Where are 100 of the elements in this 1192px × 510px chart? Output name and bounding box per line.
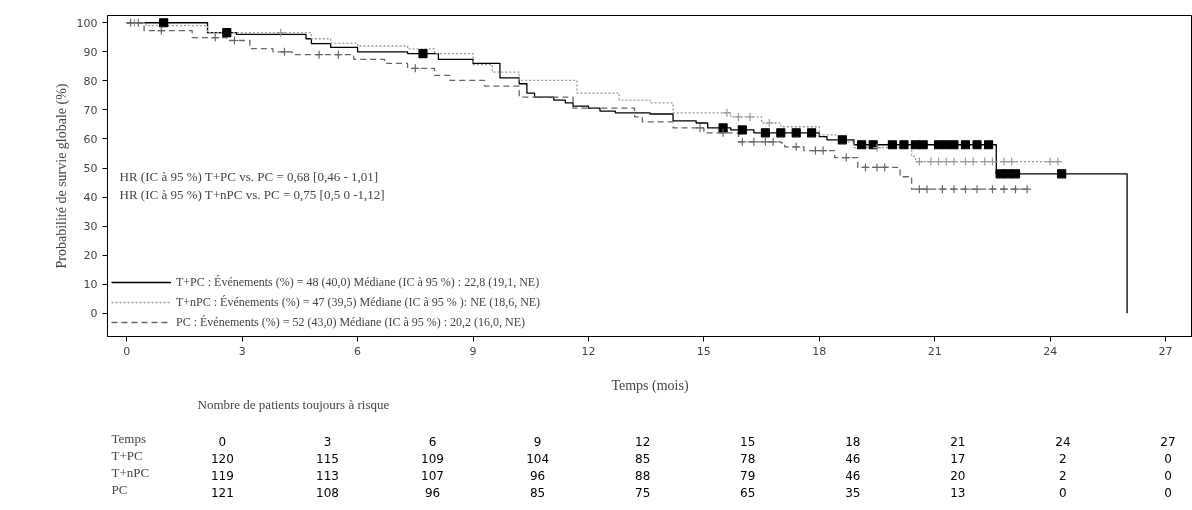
y-tick-label: 90 — [83, 45, 98, 59]
point — [760, 128, 771, 138]
legend-label: T+PC : Événements (%) = 48 (40,0) Médiane (IC à 95 %) : 22,8 (19,1, NE) — [176, 274, 540, 290]
text: 0 — [1059, 485, 1067, 500]
point — [983, 140, 994, 150]
text: 13 — [950, 485, 966, 500]
point — [159, 18, 169, 28]
text: T+nPC — [111, 464, 150, 480]
x-tick-label: 15 — [696, 344, 711, 358]
y-tick-label: 70 — [83, 103, 98, 117]
text: 18 — [845, 434, 861, 449]
text: PC — [111, 481, 128, 497]
text: 24 — [1055, 434, 1071, 449]
text: 35 — [845, 485, 861, 500]
point — [857, 140, 867, 150]
x-tick-label: 24 — [1043, 344, 1058, 358]
point — [818, 145, 828, 156]
x-tick-label: 3 — [238, 344, 246, 358]
text: 85 — [529, 485, 546, 500]
x-tick-label: 0 — [123, 344, 131, 358]
point — [695, 123, 705, 133]
text: 85 — [635, 451, 651, 466]
point — [776, 128, 786, 138]
y-tick-label: 60 — [83, 132, 98, 146]
point — [999, 157, 1009, 167]
text: 46 — [845, 451, 861, 466]
point — [949, 140, 959, 150]
text: 2 — [1059, 468, 1067, 483]
text: 75 — [635, 485, 651, 500]
x-axis-title: Temps (mois) — [611, 377, 689, 394]
x-tick-label: 9 — [469, 344, 477, 358]
text: 6 — [428, 434, 437, 449]
text: T+PC — [111, 447, 143, 463]
point — [949, 157, 959, 167]
annotation: HR (IC à 95 %) T+PC vs. PC = 0,68 [0,46 - 1,01] — [119, 168, 379, 184]
y-tick-label: 30 — [83, 220, 98, 234]
point — [972, 184, 982, 194]
x-tick-label: 18 — [812, 344, 827, 358]
y-tick-label: 20 — [83, 249, 98, 263]
text: 15 — [740, 434, 756, 449]
x-tick-label: 6 — [354, 344, 362, 358]
text: 104 — [526, 451, 550, 466]
text: 0 — [1164, 485, 1172, 500]
text: 20 — [950, 468, 966, 483]
text: 79 — [740, 468, 756, 483]
point — [1045, 157, 1055, 167]
x-tick-label: 27 — [1158, 344, 1173, 358]
text: 121 — [210, 485, 234, 500]
point — [926, 157, 936, 167]
point — [960, 140, 971, 150]
y-tick-label: 80 — [83, 74, 98, 88]
legend-label: PC : Événements (%) = 52 (43,0) Médiane (IC à 95 %) : 20,2 (16,0, NE) — [176, 314, 526, 330]
point — [1010, 169, 1021, 179]
text: Temps — [111, 430, 146, 446]
point — [718, 128, 728, 138]
point — [314, 50, 324, 60]
text: 109 — [421, 451, 444, 466]
point — [718, 123, 728, 133]
text: Nombre de patients toujours à risque — [197, 396, 390, 412]
point — [918, 140, 928, 150]
text: 78 — [740, 451, 756, 466]
text: 12 — [635, 434, 651, 449]
point — [872, 162, 882, 173]
legend-label: T+nPC : Événements (%) = 47 (39,5) Médiane (IC à 95 % ): NE (18,6, NE) — [176, 294, 541, 310]
point — [418, 48, 428, 59]
text: 0 — [218, 434, 227, 449]
text: 2 — [1059, 451, 1067, 466]
text: 3 — [323, 434, 332, 449]
point — [791, 128, 801, 138]
point — [872, 143, 882, 153]
text: 65 — [740, 485, 756, 500]
point — [807, 128, 817, 138]
annotation: HR (IC à 95 %) T+nPC vs. PC = 0,75 [0,5 0 -1,12] — [119, 186, 385, 202]
x-tick-label: 21 — [927, 344, 942, 358]
point — [749, 137, 759, 147]
point — [1057, 169, 1067, 179]
y-tick-label: 100 — [76, 16, 98, 30]
text: 115 — [316, 451, 339, 466]
point — [972, 140, 982, 150]
text: 21 — [950, 434, 966, 449]
text: 17 — [950, 451, 966, 466]
text: 96 — [424, 485, 441, 500]
x-tick-label: 12 — [581, 344, 596, 358]
y-tick-label: 50 — [83, 162, 98, 176]
text: 113 — [316, 468, 339, 483]
text: 46 — [845, 468, 861, 483]
point — [837, 135, 847, 145]
text: 119 — [210, 468, 234, 483]
text: 96 — [529, 468, 546, 483]
point — [1022, 184, 1032, 194]
point — [764, 118, 774, 128]
text: 0 — [1164, 451, 1172, 466]
text: 27 — [1160, 434, 1176, 449]
text: 0 — [1164, 468, 1172, 483]
text: 107 — [421, 468, 444, 483]
point — [737, 125, 747, 135]
point — [949, 184, 959, 194]
point — [760, 137, 771, 147]
text: 120 — [210, 451, 234, 466]
y-axis-title: Probabilité de survie globale (%) — [53, 83, 70, 269]
